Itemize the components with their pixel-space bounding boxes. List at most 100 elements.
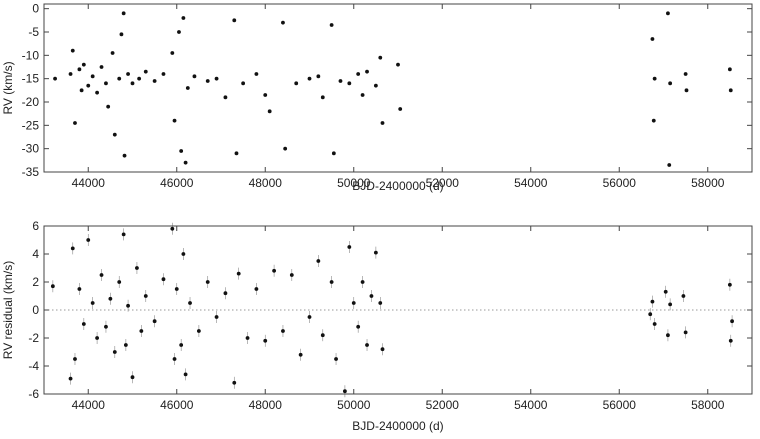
data-point (223, 95, 228, 100)
data-point (73, 357, 77, 361)
data-point (254, 287, 259, 291)
data-point (172, 357, 177, 361)
data-point (77, 67, 82, 72)
data-point (398, 107, 403, 111)
data-point (112, 350, 117, 354)
data-point (263, 338, 268, 343)
data-point (205, 280, 210, 284)
data-point (373, 250, 378, 255)
data-point (81, 62, 86, 67)
data-point (95, 90, 99, 95)
data-point (214, 315, 219, 319)
data-point (343, 389, 347, 394)
data-point (663, 289, 668, 294)
data-point (123, 343, 128, 347)
data-point (329, 23, 334, 27)
data-point (331, 151, 336, 156)
data-point (369, 294, 374, 298)
data-point (307, 315, 312, 319)
data-point (652, 322, 657, 326)
data-point (316, 259, 321, 263)
data-point (727, 282, 732, 287)
data-point (104, 324, 108, 329)
data-point (139, 329, 144, 333)
x-tick-label: 52000 (426, 176, 460, 190)
data-point (254, 72, 259, 76)
data-point (684, 88, 689, 93)
data-point (365, 69, 369, 74)
data-point (117, 76, 122, 81)
residual-data-points (50, 226, 734, 394)
data-point (121, 11, 126, 16)
residual-plot-frame (43, 225, 753, 395)
data-point (232, 18, 237, 23)
x-tick-label: 44000 (72, 176, 106, 190)
data-point (181, 252, 186, 256)
data-point (161, 277, 166, 282)
data-point (99, 273, 104, 277)
x-tick-label: 52000 (426, 398, 460, 412)
rv-x-axis-label: BJD-2400000 (d) (352, 179, 443, 193)
y-tick-label: -5 (28, 25, 39, 39)
x-tick-label: 58000 (691, 398, 725, 412)
data-point (90, 74, 95, 79)
x-tick-label: 54000 (514, 176, 548, 190)
x-tick-label: 48000 (249, 398, 283, 412)
data-point (196, 329, 201, 333)
data-point (188, 301, 192, 305)
data-point (728, 338, 733, 343)
residual-panel: 44000 46000 48000 50000 52000 54000 56000 58000… (1, 219, 753, 433)
data-point (668, 302, 673, 307)
data-point (334, 357, 338, 361)
x-tick-label: 48000 (249, 176, 283, 190)
data-point (185, 86, 190, 90)
y-tick-label: -2 (28, 331, 39, 345)
x-tick-label: 50000 (337, 176, 371, 190)
x-tick-label: 50000 (337, 398, 371, 412)
data-point (728, 88, 733, 93)
y-tick-label: 6 (32, 219, 39, 233)
data-point (223, 291, 228, 296)
data-point (650, 299, 655, 304)
data-point (651, 118, 656, 123)
data-point (170, 226, 175, 231)
residual-x-axis-ticks: 44000 46000 48000 50000 52000 54000 56000 58000 (72, 226, 725, 412)
data-point (307, 76, 312, 81)
data-point (117, 280, 122, 284)
data-point (99, 65, 104, 69)
data-point (181, 16, 186, 20)
data-point (267, 109, 272, 114)
data-point (652, 76, 657, 81)
data-point (294, 81, 299, 86)
data-point (360, 280, 365, 284)
y-tick-label: -30 (22, 142, 40, 156)
rv-panel: 44000 46000 48000 50000 52000 54000 56000 58000… (1, 2, 753, 193)
data-point (121, 232, 126, 237)
data-point (360, 93, 365, 97)
data-point (90, 301, 95, 305)
data-point (108, 296, 113, 301)
data-point (161, 72, 166, 76)
data-point (681, 294, 686, 298)
y-tick-label: 0 (32, 2, 39, 16)
data-point (380, 121, 385, 125)
data-point (130, 81, 135, 86)
y-tick-label: -20 (22, 95, 40, 109)
data-point (68, 376, 73, 381)
data-point (183, 160, 188, 165)
y-tick-label: -4 (28, 359, 39, 373)
data-point (320, 333, 325, 338)
y-tick-label: 2 (32, 275, 39, 289)
data-point (289, 273, 294, 277)
data-point (81, 322, 86, 326)
data-point (365, 343, 369, 347)
data-point (172, 118, 177, 123)
data-point (378, 301, 383, 305)
data-point (143, 294, 148, 298)
data-point (347, 245, 352, 249)
data-point (135, 266, 139, 270)
data-point (667, 163, 672, 167)
data-point (666, 333, 670, 338)
data-point (79, 88, 84, 93)
